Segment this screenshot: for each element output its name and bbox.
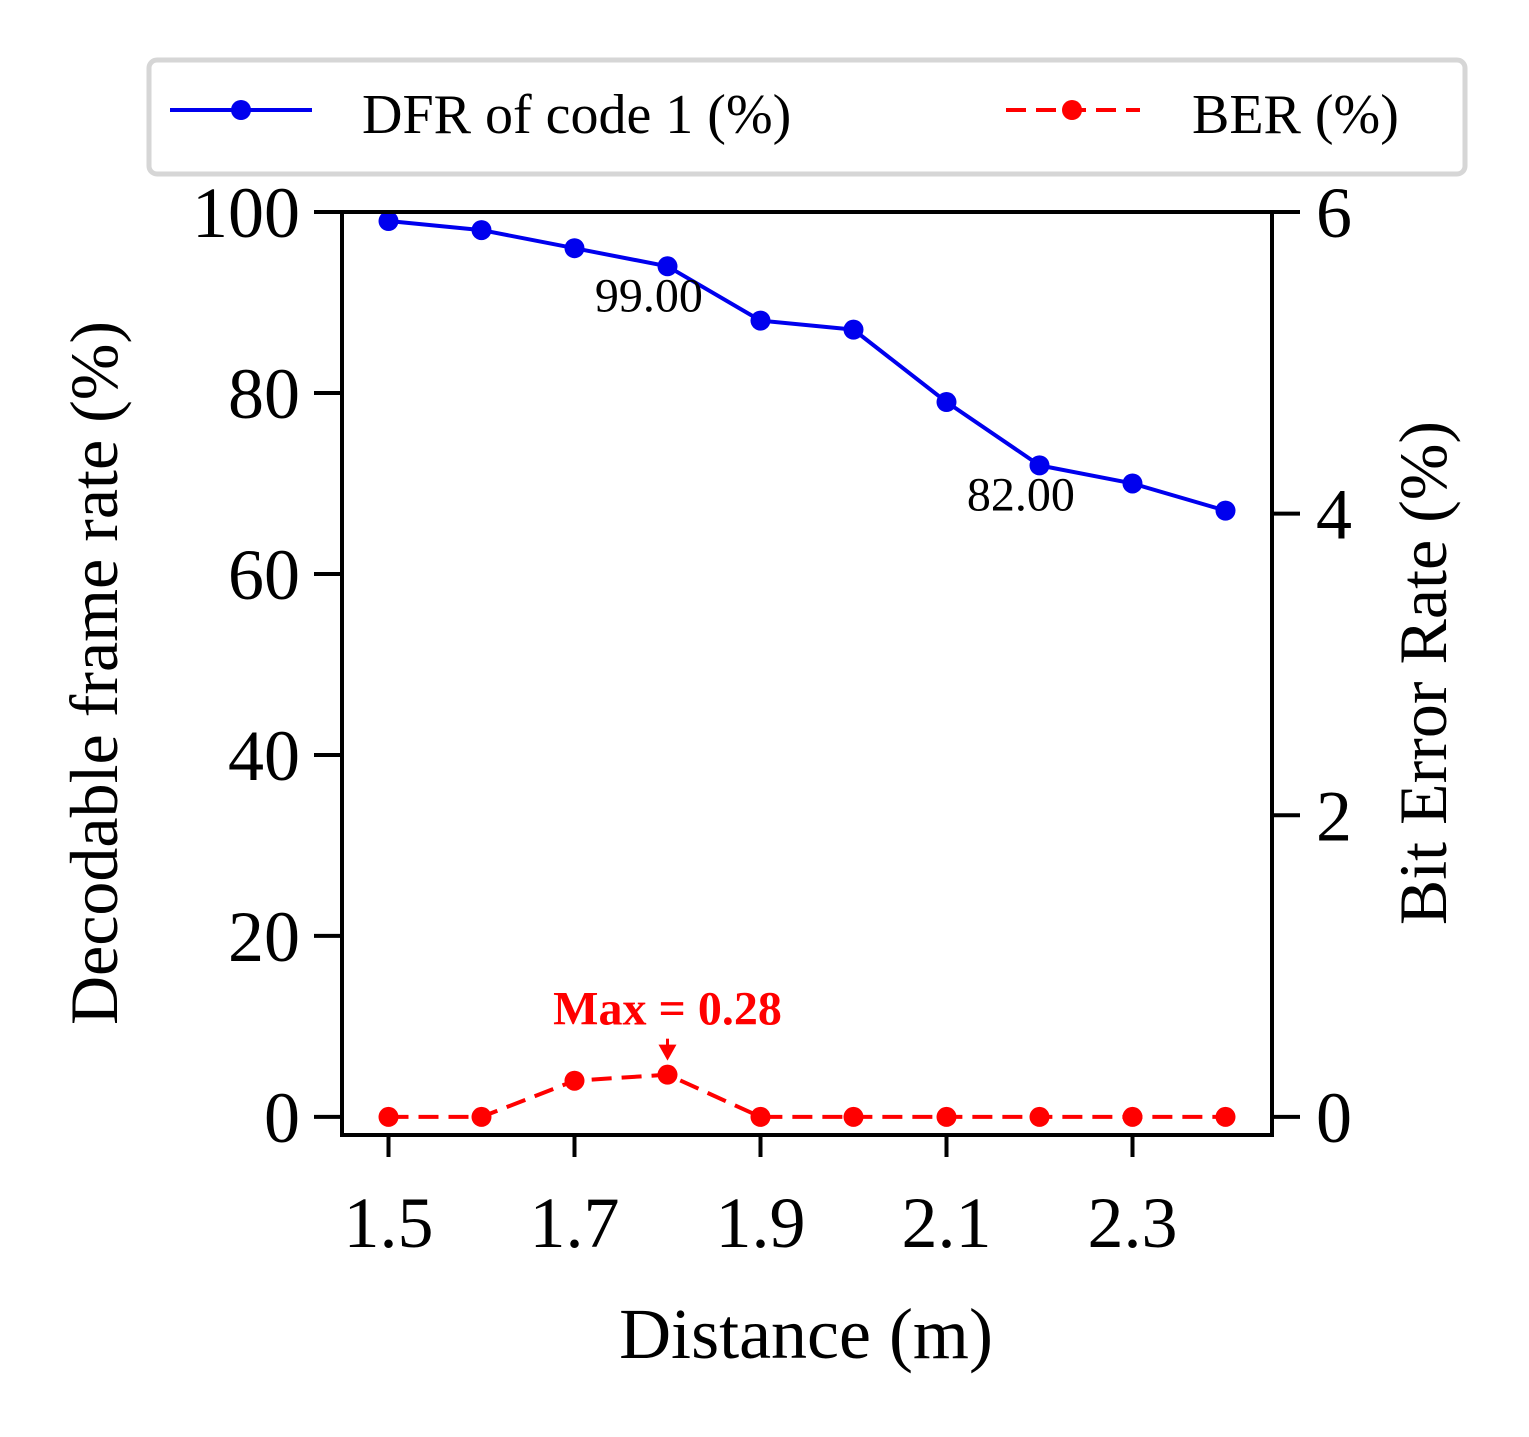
y-left-tick-label: 100: [192, 173, 300, 253]
x-tick-label: 2.3: [1088, 1183, 1178, 1263]
data-point: [843, 319, 864, 340]
data-point: [657, 256, 678, 277]
data-point: [843, 1106, 864, 1127]
x-tick-label: 2.1: [902, 1183, 992, 1263]
series-line-ber: [388, 1072, 1226, 1119]
data-point: [936, 392, 957, 413]
data-point: [750, 310, 771, 331]
x-tick-label: 1.7: [530, 1183, 620, 1263]
data-point: [471, 220, 492, 241]
legend-label-ber: BER (%): [1192, 84, 1399, 146]
y-right-tick-label: 0: [1316, 1078, 1352, 1158]
data-point: [378, 211, 399, 232]
data-point: [378, 1106, 399, 1127]
data-point: [1122, 1106, 1143, 1127]
legend-swatch-dfr-marker: [231, 100, 251, 120]
annotation-value-label: 82.00: [967, 469, 1075, 522]
y-right-tick-label: 2: [1316, 776, 1352, 856]
data-point: [564, 1070, 585, 1091]
y-left-tick-label: 80: [228, 354, 300, 434]
data-point: [1215, 500, 1236, 521]
y-left-tick-label: 40: [228, 716, 300, 796]
data-point: [1029, 1106, 1050, 1127]
data-point: [1215, 1106, 1236, 1127]
data-point: [1029, 455, 1050, 476]
legend-swatch-ber-marker: [1062, 100, 1082, 120]
y-left-tick-label: 20: [228, 897, 300, 977]
data-point: [936, 1106, 957, 1127]
data-point: [750, 1106, 771, 1127]
legend-entry-ber: BER (%): [1006, 84, 1399, 146]
legend-frame: [146, 57, 1468, 177]
legend-label-dfr: DFR of code 1 (%): [362, 84, 791, 146]
y-axis-right-title: Bit Error Rate (%): [1385, 421, 1461, 925]
legend: DFR of code 1 (%) BER (%): [146, 57, 1468, 177]
annotation-max-label: Max = 0.28: [553, 983, 782, 1036]
y-axis-left-title: Decodable frame rate (%): [56, 321, 132, 1025]
series-ber: [378, 1064, 1236, 1127]
y-axis-left: 0 20 40 60 80 100: [192, 173, 342, 1158]
data-point: [1122, 473, 1143, 494]
data-point: [564, 238, 585, 259]
series-dfr: [378, 211, 1236, 521]
annotations: 99.00 82.00 Max = 0.28: [553, 270, 1075, 1061]
x-tick-label: 1.5: [344, 1183, 434, 1263]
annotation-value-label: 99.00: [595, 270, 703, 323]
y-right-tick-label: 6: [1316, 173, 1352, 253]
data-point: [471, 1106, 492, 1127]
y-axis-right: 0 2 4 6: [1272, 173, 1352, 1158]
annotation-arrow-head: [658, 1044, 677, 1061]
plot-frame: [340, 210, 1274, 1137]
x-axis-title: Distance (m): [619, 1294, 993, 1374]
y-right-tick-label: 4: [1316, 475, 1352, 555]
x-axis: 1.5 1.7 1.9 2.1 2.3: [344, 1135, 1178, 1263]
series-line-dfr: [388, 219, 1227, 513]
data-point: [657, 1064, 678, 1085]
legend-entry-dfr: DFR of code 1 (%): [170, 84, 791, 146]
x-tick-label: 1.9: [716, 1183, 806, 1263]
y-left-tick-label: 60: [228, 535, 300, 615]
y-left-tick-label: 0: [264, 1078, 300, 1158]
